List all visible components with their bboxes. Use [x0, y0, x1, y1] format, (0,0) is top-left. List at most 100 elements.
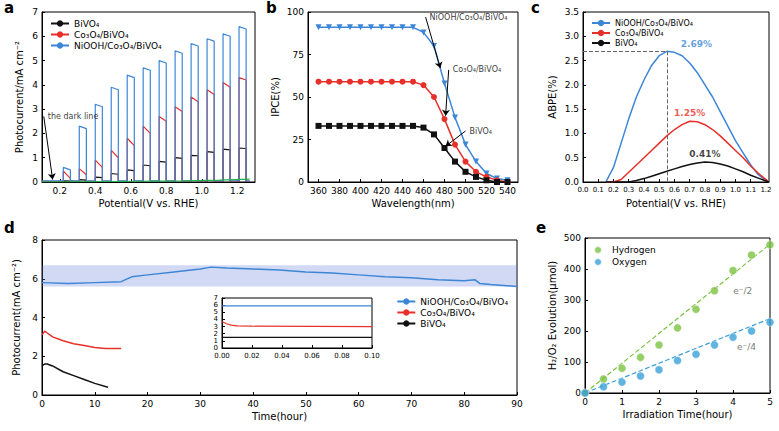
svg-text:6: 6	[32, 274, 38, 284]
svg-text:H₂/O₂ Evolution(μmol): H₂/O₂ Evolution(μmol)	[547, 261, 558, 370]
svg-text:2: 2	[214, 330, 218, 338]
svg-text:0.5: 0.5	[565, 153, 579, 163]
svg-text:2: 2	[656, 397, 662, 407]
svg-text:Oxygen: Oxygen	[612, 257, 647, 267]
svg-text:2: 2	[32, 128, 38, 138]
svg-text:100: 100	[564, 357, 581, 367]
svg-text:1.0: 1.0	[195, 186, 210, 196]
svg-text:360: 360	[310, 186, 327, 196]
svg-text:50: 50	[300, 399, 312, 409]
svg-text:0.06: 0.06	[304, 352, 320, 360]
svg-text:4: 4	[32, 80, 38, 90]
svg-text:0.7: 0.7	[684, 186, 695, 194]
svg-text:Co₃O₄/BiVO₄: Co₃O₄/BiVO₄	[74, 30, 129, 40]
svg-text:380: 380	[331, 186, 348, 196]
svg-text:2: 2	[32, 351, 38, 361]
svg-text:0: 0	[32, 177, 38, 187]
svg-text:0.2: 0.2	[53, 186, 67, 196]
svg-text:10: 10	[89, 399, 101, 409]
svg-text:0.2: 0.2	[608, 186, 619, 194]
svg-text:480: 480	[436, 186, 453, 196]
svg-text:0.3: 0.3	[623, 186, 634, 194]
svg-text:Co₃O₄/BiVO₄: Co₃O₄/BiVO₄	[615, 29, 663, 38]
svg-text:8: 8	[32, 235, 38, 245]
svg-text:90: 90	[511, 399, 523, 409]
svg-text:0: 0	[298, 177, 304, 187]
svg-text:0.00: 0.00	[214, 352, 230, 360]
svg-text:460: 460	[415, 186, 432, 196]
svg-text:500: 500	[457, 186, 474, 196]
svg-text:2.5: 2.5	[565, 56, 579, 66]
svg-text:30: 30	[195, 399, 207, 409]
svg-text:0.4: 0.4	[88, 186, 103, 196]
svg-text:Time(hour): Time(hour)	[251, 411, 307, 422]
svg-text:500: 500	[564, 233, 581, 243]
svg-text:5: 5	[214, 308, 218, 316]
svg-text:Wavelength(nm): Wavelength(nm)	[371, 198, 454, 209]
svg-text:3: 3	[693, 397, 699, 407]
svg-text:b: b	[266, 0, 277, 17]
svg-text:100: 100	[287, 7, 304, 17]
svg-text:c: c	[531, 0, 540, 17]
svg-text:3.5: 3.5	[565, 7, 579, 17]
svg-text:0.8: 0.8	[159, 186, 174, 196]
svg-text:520: 520	[478, 186, 495, 196]
svg-text:BiVO₄: BiVO₄	[470, 127, 493, 136]
svg-text:50: 50	[293, 92, 305, 102]
svg-text:4: 4	[32, 313, 38, 323]
svg-text:e⁻/2: e⁻/2	[733, 286, 752, 296]
svg-text:1: 1	[214, 337, 218, 345]
svg-text:IPCE(%): IPCE(%)	[270, 77, 281, 117]
svg-text:75: 75	[293, 50, 304, 60]
svg-text:540: 540	[499, 186, 516, 196]
svg-text:1.0: 1.0	[730, 186, 741, 194]
svg-text:200: 200	[564, 326, 581, 336]
svg-text:4: 4	[730, 397, 736, 407]
svg-text:0.6: 0.6	[124, 186, 139, 196]
svg-text:2.69%: 2.69%	[681, 39, 712, 49]
svg-text:40: 40	[247, 399, 259, 409]
svg-text:0.1: 0.1	[593, 186, 604, 194]
svg-text:2.0: 2.0	[565, 80, 580, 90]
svg-text:20: 20	[142, 399, 154, 409]
svg-text:Co₃O₄/BiVO₄: Co₃O₄/BiVO₄	[453, 65, 501, 74]
svg-text:7: 7	[214, 294, 218, 302]
svg-text:1: 1	[32, 153, 38, 163]
svg-text:0.0: 0.0	[577, 186, 588, 194]
svg-text:0: 0	[575, 388, 581, 398]
svg-text:BiVO₄: BiVO₄	[615, 39, 638, 48]
svg-text:0.9: 0.9	[715, 186, 726, 194]
svg-text:4: 4	[214, 315, 219, 323]
svg-text:1.5: 1.5	[565, 104, 579, 114]
svg-text:0: 0	[32, 390, 38, 400]
svg-text:1.1: 1.1	[745, 186, 756, 194]
svg-text:d: d	[4, 219, 15, 237]
svg-text:e⁻/4: e⁻/4	[737, 342, 756, 352]
svg-text:7: 7	[32, 7, 38, 17]
svg-text:0.4: 0.4	[638, 186, 650, 194]
svg-text:Photocurrent/mA cm⁻²: Photocurrent/mA cm⁻²	[14, 41, 25, 153]
svg-text:3.0: 3.0	[565, 31, 580, 41]
svg-text:3: 3	[214, 323, 218, 331]
svg-text:25: 25	[293, 135, 304, 145]
svg-text:BiVO₄: BiVO₄	[74, 19, 100, 29]
svg-text:0.5: 0.5	[654, 186, 665, 194]
svg-text:NiOOH/Co₃O₄/BiVO₄: NiOOH/Co₃O₄/BiVO₄	[74, 41, 162, 51]
svg-text:0.02: 0.02	[244, 352, 260, 360]
svg-text:1.0: 1.0	[565, 128, 580, 138]
svg-text:0.08: 0.08	[334, 352, 350, 360]
svg-text:Irradiation Time(hour): Irradiation Time(hour)	[623, 409, 733, 420]
svg-text:0.8: 0.8	[699, 186, 710, 194]
svg-text:1.2: 1.2	[760, 186, 771, 194]
svg-text:the dark line: the dark line	[48, 112, 99, 121]
svg-text:a: a	[4, 0, 14, 17]
svg-text:440: 440	[394, 186, 411, 196]
svg-text:60: 60	[353, 399, 365, 409]
svg-text:0.6: 0.6	[669, 186, 681, 194]
svg-text:Potential(V vs. RHE): Potential(V vs. RHE)	[99, 198, 199, 209]
svg-text:1: 1	[619, 397, 625, 407]
svg-text:0.04: 0.04	[274, 352, 290, 360]
svg-text:ABPE(%): ABPE(%)	[547, 75, 558, 118]
svg-text:5: 5	[32, 56, 38, 66]
svg-text:0: 0	[582, 397, 588, 407]
